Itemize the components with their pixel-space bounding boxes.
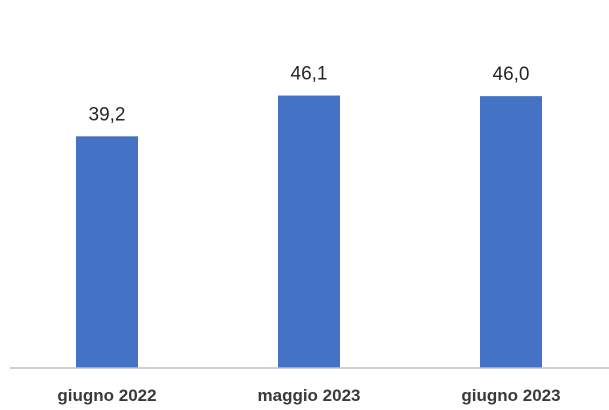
- data-label-2: 46,0: [493, 64, 530, 85]
- data-labels-layer: 39,2 46,1 46,0: [89, 64, 530, 126]
- x-tick-label-1: maggio 2023: [258, 386, 361, 405]
- bar-0: [76, 136, 138, 368]
- bar-1: [278, 95, 340, 368]
- bar-2: [480, 96, 542, 368]
- x-tick-label-2: giugno 2023: [461, 386, 560, 405]
- bars-layer: [76, 95, 542, 368]
- data-label-1: 46,1: [291, 64, 328, 85]
- x-tick-label-0: giugno 2022: [57, 386, 156, 405]
- data-label-0: 39,2: [89, 104, 126, 125]
- x-tick-labels-layer: giugno 2022 maggio 2023 giugno 2023: [57, 386, 560, 405]
